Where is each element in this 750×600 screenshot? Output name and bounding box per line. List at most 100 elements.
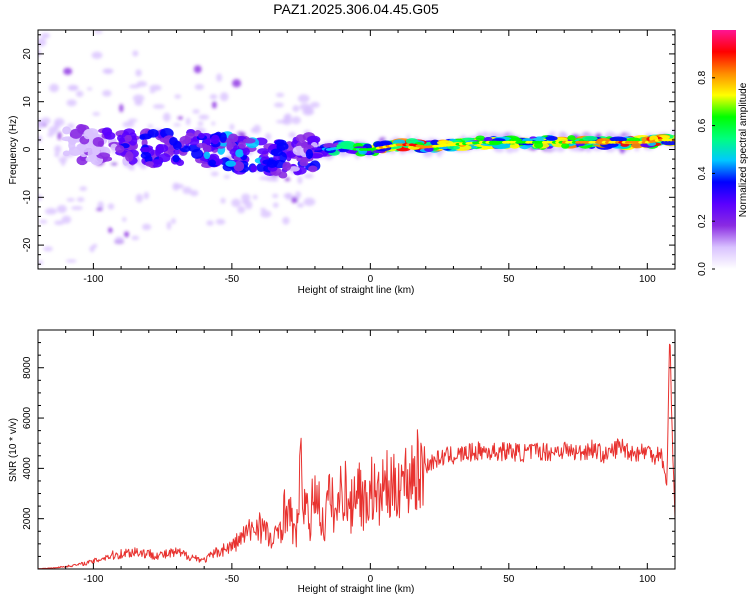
colorbar-tick-label: 0.4	[697, 166, 708, 180]
heatmap-cell	[294, 191, 302, 199]
heatmap-cell	[257, 148, 270, 155]
heatmap-cell	[169, 136, 178, 146]
heatmap-cell	[144, 155, 153, 163]
heatmap-cell	[75, 90, 84, 98]
heatmap-cell	[66, 197, 75, 202]
heatmap-cell	[272, 193, 279, 198]
heatmap-x-tick-label: 50	[503, 274, 515, 285]
heatmap-cell	[122, 121, 135, 128]
heatmap-cell	[232, 79, 242, 88]
heatmap-cell	[220, 197, 226, 204]
heatmap-cell	[483, 136, 493, 143]
heatmap-cell	[54, 152, 60, 158]
heatmap-cell	[250, 164, 258, 173]
snr-frame	[37, 329, 676, 570]
heatmap-cell	[83, 171, 92, 177]
heatmap-cell	[524, 134, 531, 138]
colorbar-gradient	[712, 30, 736, 269]
heatmap-cell	[102, 90, 112, 97]
heatmap-cell	[179, 135, 192, 145]
heatmap-cell	[226, 140, 233, 151]
heatmap-cell	[266, 159, 278, 168]
figure-title: PAZ1.2025.306.04.45.G05	[273, 1, 439, 17]
snr-y-axis-label: SNR (10 * v/v)	[8, 418, 19, 482]
heatmap-cell	[79, 186, 88, 191]
heatmap-cell	[97, 201, 104, 210]
heatmap-y-tick-label: -10	[22, 190, 33, 205]
heatmap-cell	[278, 171, 288, 179]
heatmap-cell	[233, 161, 245, 172]
heatmap-cell	[135, 69, 142, 77]
snr-x-tick-label: 50	[503, 574, 515, 585]
heatmap-cell	[292, 105, 300, 112]
heatmap-marks	[38, 30, 675, 265]
heatmap-cell	[114, 236, 124, 243]
heatmap-cell	[243, 138, 256, 144]
heatmap-cell	[237, 141, 247, 149]
heatmap-cell	[185, 117, 191, 126]
snr-y-tick-label: 4000	[22, 457, 33, 480]
heatmap-cell	[231, 198, 241, 208]
heatmap-cell	[56, 108, 64, 112]
heatmap-cell	[270, 148, 283, 157]
heatmap-cell	[228, 133, 239, 143]
heatmap-cell	[165, 96, 171, 106]
heatmap-cell	[276, 142, 289, 151]
heatmap-cell	[97, 140, 104, 147]
heatmap-cell	[311, 147, 322, 151]
heatmap-cell	[136, 81, 148, 87]
heatmap-cell	[193, 65, 202, 74]
heatmap-cell	[215, 218, 226, 225]
heatmap-cell	[300, 140, 307, 149]
heatmap-cell	[94, 30, 103, 34]
heatmap-cell	[129, 84, 141, 89]
heatmap-x-axis-label: Height of straight line (km)	[298, 285, 415, 296]
heatmap-cell	[84, 128, 94, 137]
heatmap-cell	[115, 145, 125, 154]
heatmap-cell	[49, 83, 59, 93]
heatmap-cell	[41, 117, 51, 125]
heatmap-cell	[211, 101, 217, 109]
heatmap-cell	[671, 129, 675, 137]
colorbar-tick-label: 0.6	[697, 118, 708, 132]
heatmap-cell	[182, 186, 192, 195]
heatmap-cell	[219, 132, 227, 143]
heatmap-cell	[54, 240, 60, 248]
heatmap-cell	[216, 73, 223, 82]
heatmap-cell	[38, 135, 43, 143]
heatmap-cell	[292, 145, 307, 156]
snr-plot-area	[38, 343, 675, 569]
heatmap-cell	[59, 229, 65, 233]
heatmap-cell	[291, 116, 301, 125]
snr-y-ticks: 2000 4000 6000 8000	[22, 329, 675, 570]
heatmap-cell	[260, 210, 272, 218]
heatmap-cell	[196, 142, 208, 148]
heatmap-cell	[453, 144, 472, 151]
heatmap-cell	[139, 147, 152, 153]
heatmap-cell	[310, 101, 320, 108]
heatmap-cell	[447, 145, 461, 150]
heatmap-cell	[62, 150, 71, 157]
snr-x-tick-label: -50	[225, 574, 240, 585]
heatmap-cell	[96, 152, 111, 159]
heatmap-cell	[253, 124, 261, 134]
heatmap-cell	[219, 92, 229, 102]
heatmap-cell	[91, 51, 103, 59]
heatmap-cell	[61, 215, 72, 224]
heatmap-cell	[69, 128, 83, 139]
heatmap-x-tick-label: 100	[639, 274, 656, 285]
heatmap-cell	[430, 139, 440, 146]
heatmap-cell	[299, 103, 311, 111]
heatmap-cell	[89, 245, 95, 253]
heatmap-cell	[54, 117, 65, 127]
heatmap-cell	[124, 231, 130, 238]
heatmap-cell	[173, 123, 181, 127]
heatmap-cell	[150, 159, 163, 168]
heatmap-cell	[236, 183, 248, 188]
heatmap-cell	[582, 135, 598, 141]
heatmap-cell	[206, 220, 214, 226]
heatmap-cell	[58, 157, 68, 163]
heatmap-cell	[174, 94, 182, 99]
heatmap-cell	[278, 191, 286, 200]
heatmap-cell	[147, 124, 154, 129]
